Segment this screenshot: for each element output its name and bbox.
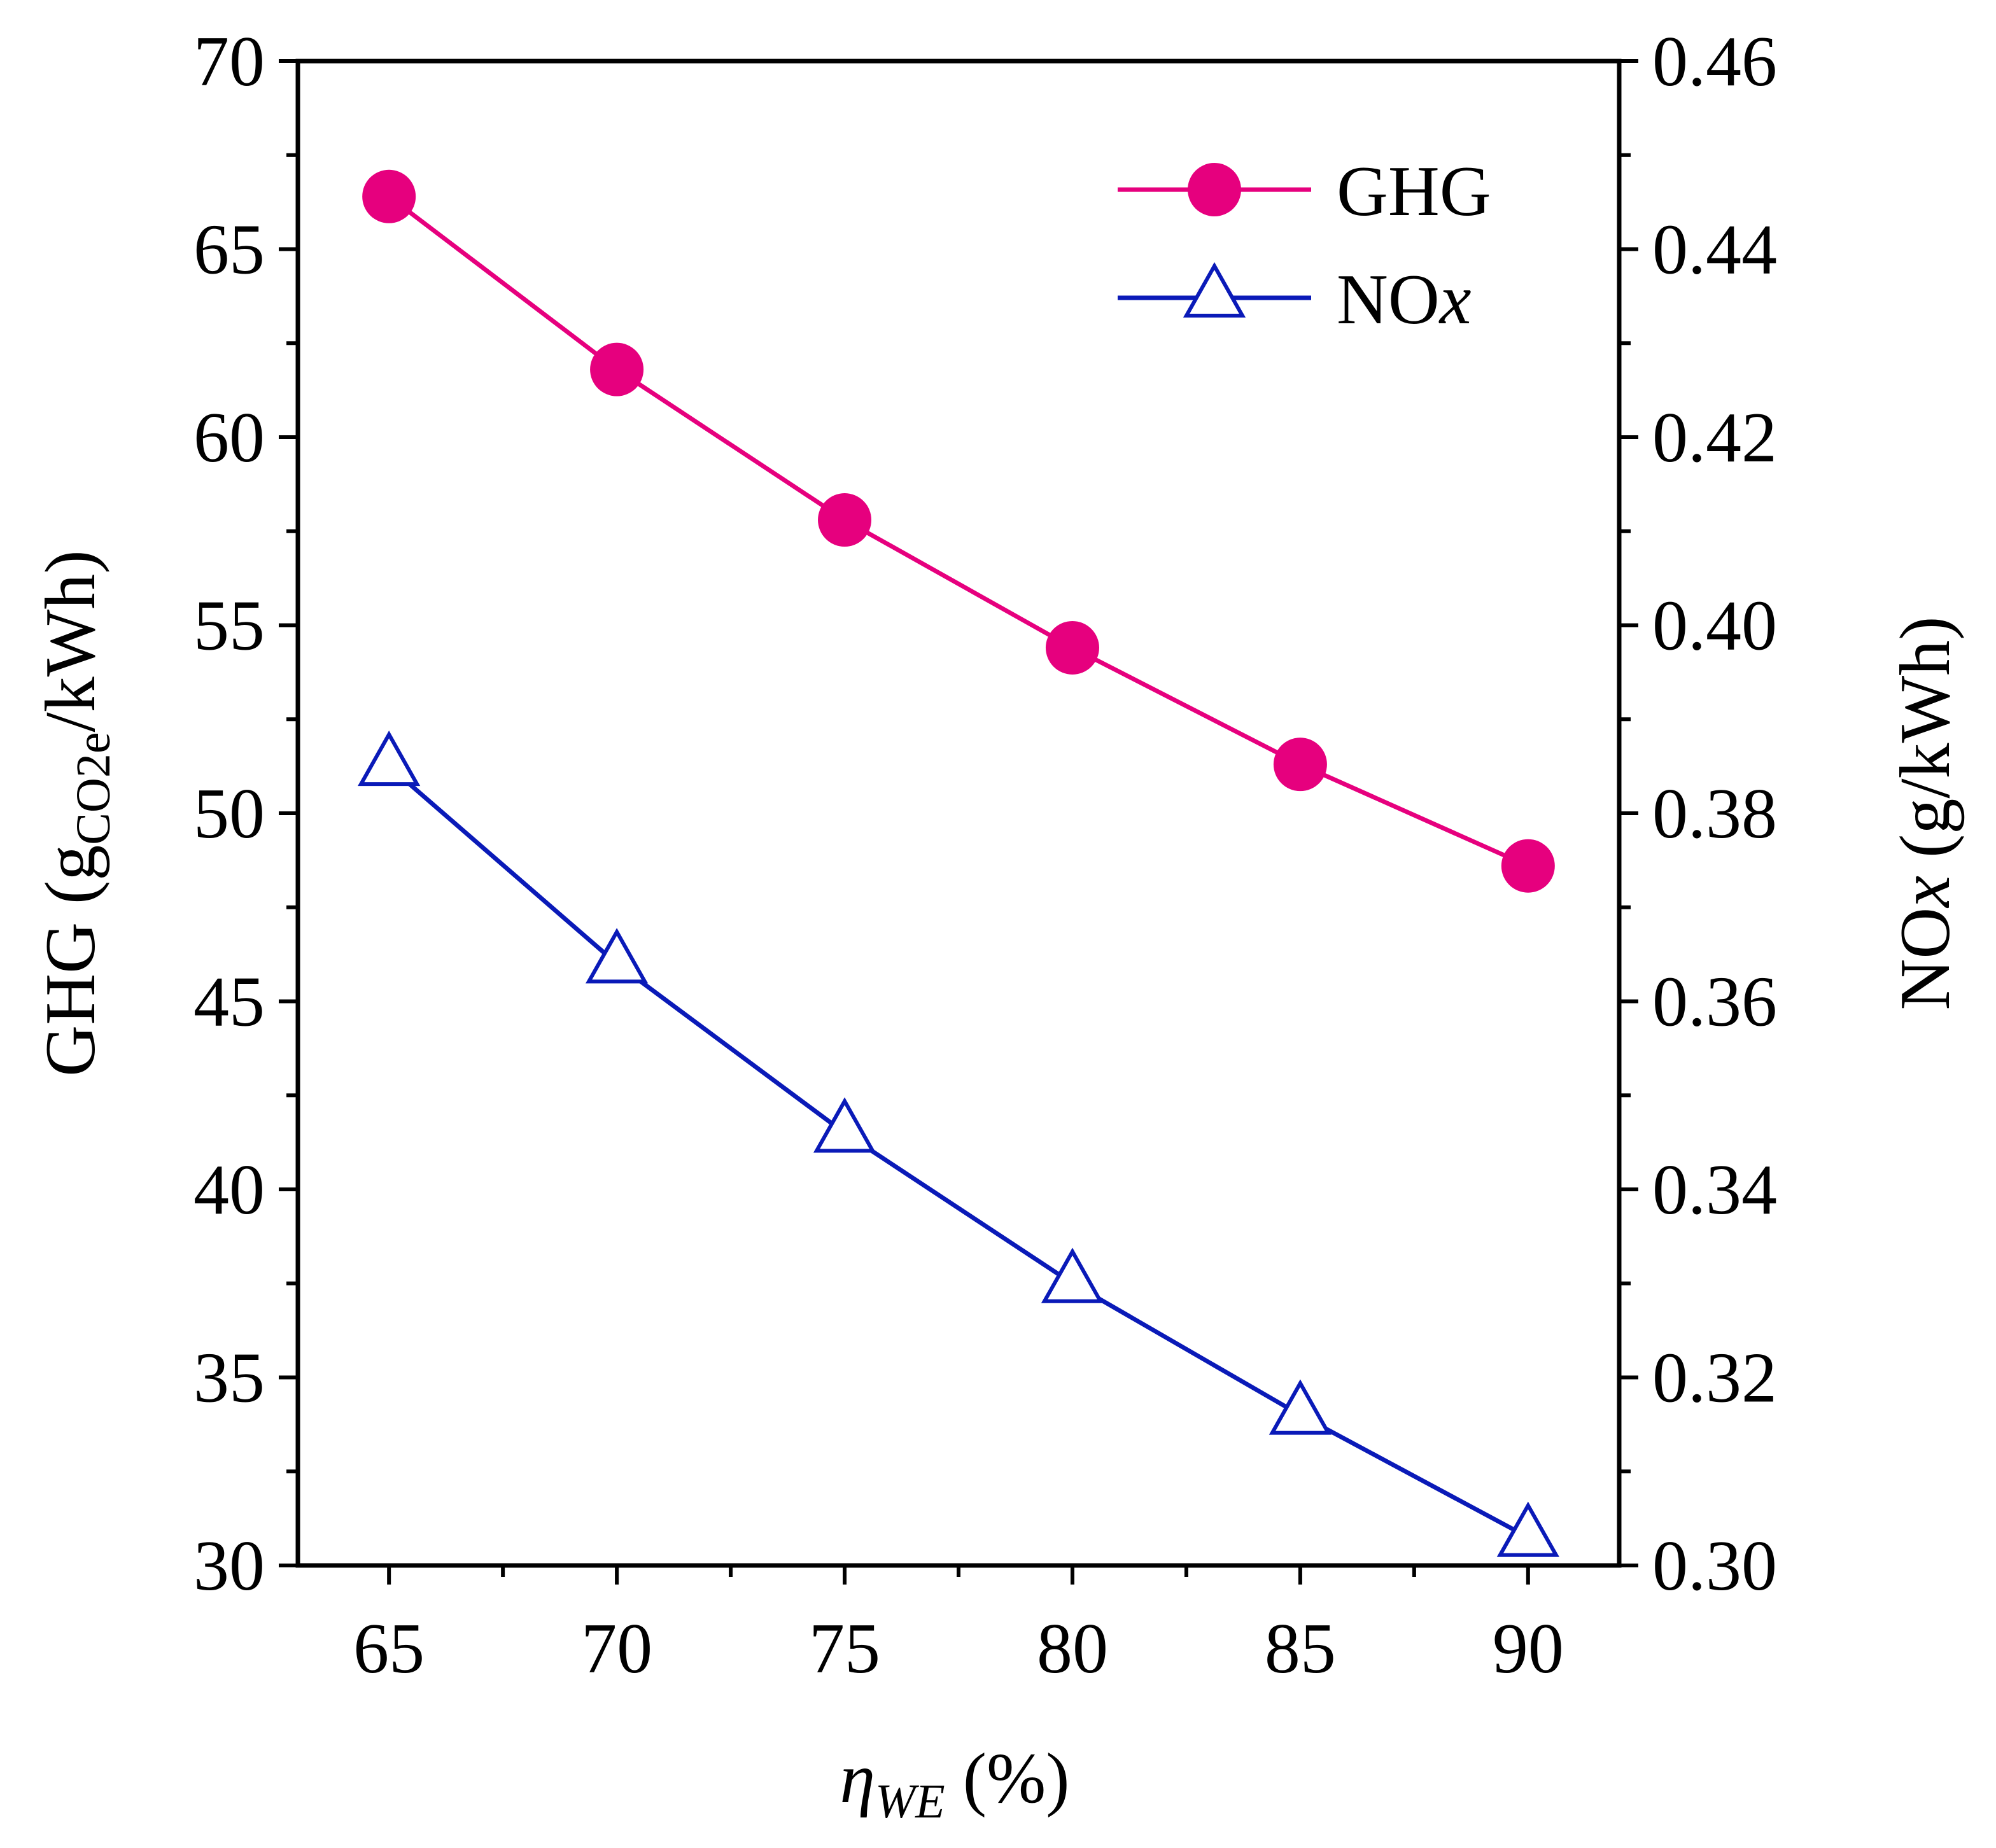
x-axis-title-unit: (%) xyxy=(945,1739,1070,1818)
y-left-tick-label: 30 xyxy=(193,1527,265,1606)
legend-nox-prefix: NO xyxy=(1337,260,1440,339)
x-axis-ticks: 65 70 75 80 85 90 xyxy=(353,1565,1564,1688)
ghg-line xyxy=(388,194,1529,868)
x-tick-label: 70 xyxy=(581,1609,652,1688)
ghg-point xyxy=(1045,620,1099,675)
y-right-tick-label: 0.40 xyxy=(1652,587,1777,666)
y-left-title-prefix: GHG (g xyxy=(31,845,110,1077)
y-right-title-prefix: NO xyxy=(1886,907,1965,1011)
y-right-tick-label: 0.42 xyxy=(1652,398,1777,477)
y-left-tick-label: 45 xyxy=(193,963,265,1042)
y-left-tick-label: 65 xyxy=(193,211,265,290)
y-left-axis-ticks: 30 35 40 45 50 55 60 65 70 xyxy=(193,22,298,1606)
y-right-axis-ticks: 0.30 0.32 0.34 0.36 0.38 0.40 0.42 0.44 0.46 xyxy=(1619,22,1777,1606)
nox-point xyxy=(358,731,421,787)
y-left-tick-label: 70 xyxy=(193,22,265,101)
y-right-tick-label: 0.46 xyxy=(1652,22,1777,101)
ghg-point xyxy=(590,342,644,396)
x-axis-title-symbol: η xyxy=(840,1739,875,1818)
y-right-title-suffix: (g/kWh) xyxy=(1886,617,1965,876)
y-right-tick-label: 0.38 xyxy=(1652,774,1777,853)
y-left-tick-label: 40 xyxy=(193,1151,265,1229)
nox-point xyxy=(1496,1501,1559,1557)
nox-point xyxy=(585,928,649,984)
legend: GHG NOx xyxy=(1118,152,1491,339)
y-left-tick-label: 60 xyxy=(193,398,265,477)
y-right-title-italic: x xyxy=(1886,876,1965,909)
y-right-tick-label: 0.30 xyxy=(1652,1527,1777,1606)
x-tick-label: 65 xyxy=(353,1609,425,1688)
y-left-title-subscript: CO2e xyxy=(67,732,120,844)
x-tick-label: 85 xyxy=(1265,1609,1336,1688)
x-tick-label: 75 xyxy=(809,1609,880,1688)
legend-ghg-marker xyxy=(1188,163,1241,216)
y-left-title-suffix: /kWh) xyxy=(31,550,110,732)
y-left-tick-label: 35 xyxy=(193,1339,265,1418)
x-tick-label: 80 xyxy=(1037,1609,1108,1688)
ghg-point xyxy=(362,169,416,223)
x-axis-title-subscript: WE xyxy=(875,1775,945,1828)
y-left-axis-title: GHG (gCO2e/kWh) xyxy=(31,550,120,1076)
y-right-tick-label: 0.34 xyxy=(1652,1151,1777,1229)
legend-ghg-label: GHG xyxy=(1337,152,1491,231)
legend-nox-italic: x xyxy=(1438,260,1472,339)
ghg-point xyxy=(1501,839,1555,893)
y-left-tick-label: 55 xyxy=(193,587,265,666)
legend-nox-label: NOx xyxy=(1337,260,1471,339)
y-left-tick-label: 50 xyxy=(193,774,265,853)
ghg-point xyxy=(818,493,872,547)
y-right-tick-label: 0.36 xyxy=(1652,963,1777,1042)
nox-point xyxy=(1269,1379,1332,1435)
nox-point xyxy=(1041,1247,1104,1303)
nox-point xyxy=(813,1097,876,1153)
y-right-tick-label: 0.44 xyxy=(1652,211,1777,290)
nox-line xyxy=(387,764,1529,1539)
x-axis-title: ηWE (%) xyxy=(840,1739,1069,1828)
y-right-tick-label: 0.32 xyxy=(1652,1339,1777,1418)
series-nox xyxy=(358,731,1559,1557)
x-tick-label: 90 xyxy=(1493,1609,1564,1688)
y-right-axis-title: NOx (g/kWh) xyxy=(1886,617,1965,1011)
legend-nox-marker xyxy=(1183,262,1246,318)
ghg-point xyxy=(1273,738,1327,792)
series-ghg xyxy=(362,169,1555,893)
